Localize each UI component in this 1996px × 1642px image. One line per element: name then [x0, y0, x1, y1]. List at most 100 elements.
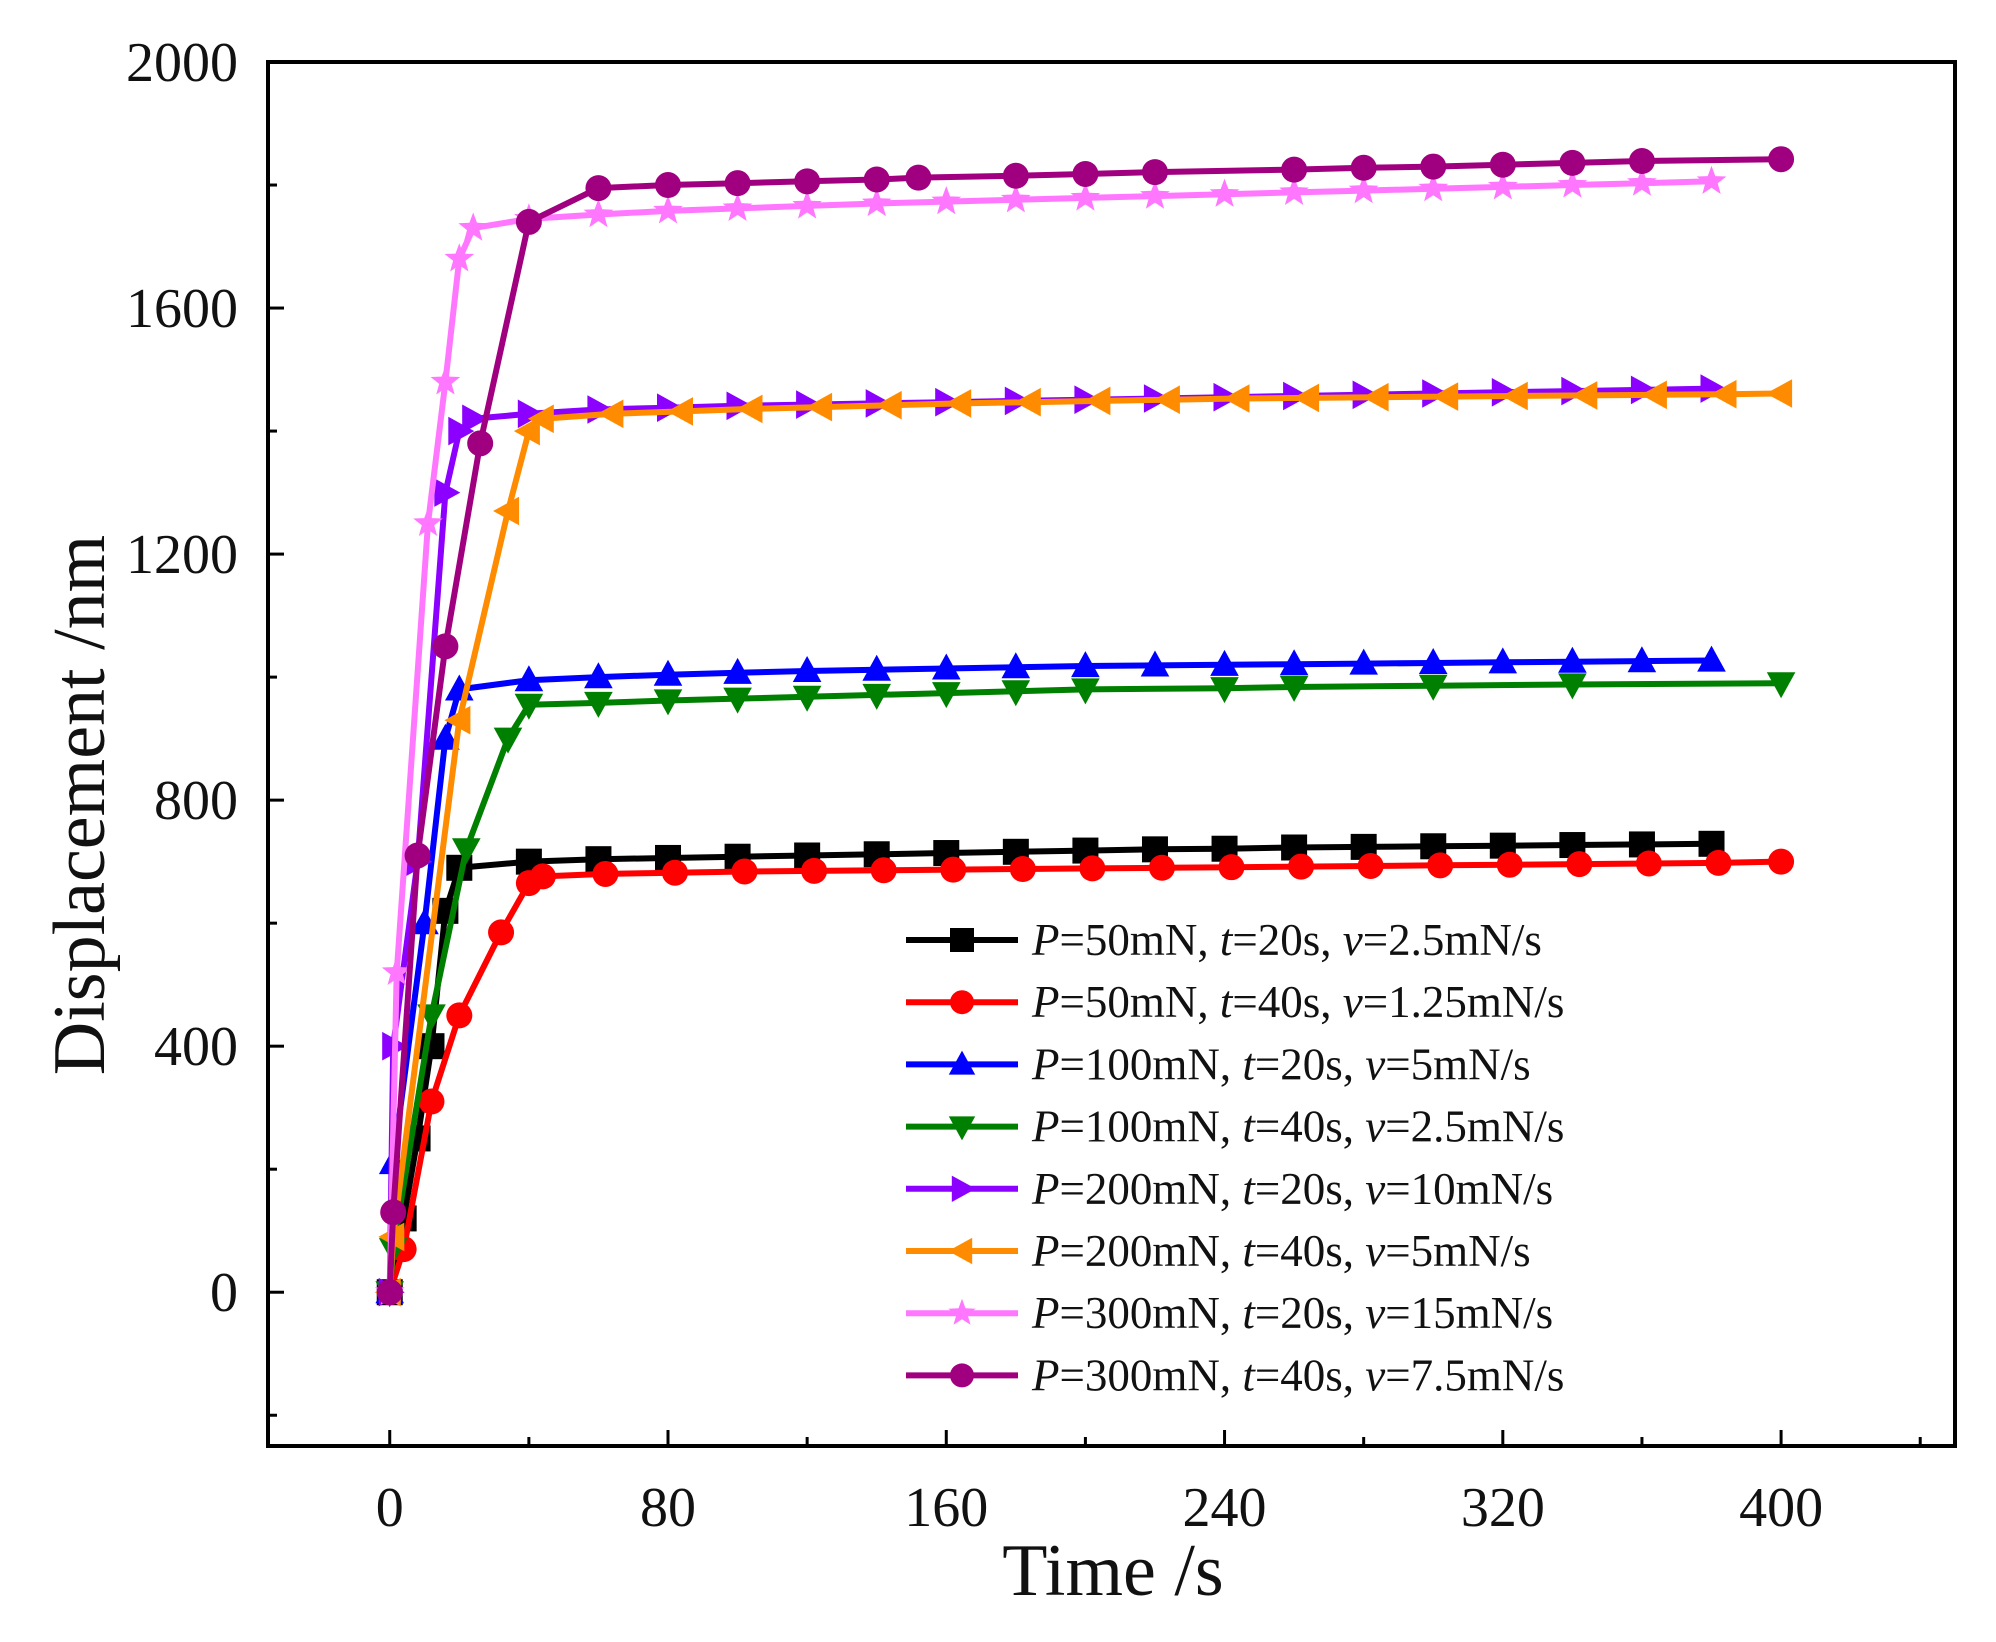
series-7-point: [444, 243, 475, 272]
legend-label: P=300mN, t=40s, v=7.5mN/s: [1031, 1350, 1564, 1400]
series-5-point: [1422, 379, 1449, 408]
series-3-point: [1001, 652, 1031, 679]
legend-item: P=50mN, t=40s, v=1.25mN/s: [906, 977, 1564, 1027]
series-7-point: [430, 366, 461, 395]
series-2-point: [529, 863, 556, 890]
series-8-point: [1350, 154, 1377, 181]
series-8-point: [404, 842, 431, 869]
series-2-point: [661, 859, 688, 886]
series-2-point: [418, 1088, 445, 1115]
legend-label: P=50mN, t=20s, v=2.5mN/s: [1031, 915, 1542, 965]
series-6-point: [1014, 387, 1041, 417]
legend-item: P=100mN, t=40s, v=2.5mN/s: [906, 1102, 1564, 1152]
series-3-point: [723, 657, 752, 684]
series-8-point: [1420, 153, 1447, 180]
series-8-point: [515, 208, 542, 235]
series-5-point: [462, 404, 489, 434]
series-5-point: [517, 399, 544, 429]
series-3-point: [792, 656, 822, 682]
series-3-point: [1279, 649, 1309, 676]
series-7-point: [1696, 165, 1727, 194]
series-2-point: [1357, 852, 1384, 879]
series-7-point: [381, 956, 412, 985]
series-7-point: [1348, 175, 1379, 204]
y-tick-label: 1200: [126, 524, 238, 586]
legend-swatch-marker: [950, 990, 974, 1015]
series-4-point: [653, 689, 683, 716]
series-3-point: [1210, 649, 1239, 676]
series-3-point: [1627, 646, 1657, 673]
series-8: [376, 146, 1795, 1306]
series-6-point: [736, 394, 763, 424]
series-2-point: [801, 857, 828, 884]
series-2-point: [1009, 856, 1036, 883]
series-7: [374, 165, 1727, 1305]
legend-label: P=100mN, t=40s, v=2.5mN/s: [1031, 1102, 1564, 1152]
series-4-point: [1071, 678, 1100, 705]
legend-item: P=50mN, t=20s, v=2.5mN/s: [906, 915, 1542, 965]
series-6-point: [875, 390, 902, 420]
series-4-point: [1001, 680, 1031, 707]
series-3-point: [1071, 651, 1100, 678]
legend-label: P=100mN, t=20s, v=5mN/s: [1031, 1039, 1531, 1089]
series-5-point: [1491, 378, 1518, 407]
series-7-point: [792, 190, 822, 219]
legend-label: P=300mN, t=20s, v=15mN/s: [1031, 1288, 1553, 1338]
series-4-point: [1210, 677, 1239, 704]
series-3-point: [1349, 648, 1378, 675]
series-6-point: [527, 404, 554, 434]
series-layer: [374, 146, 1796, 1308]
series-7-point: [861, 187, 892, 217]
series-7-point: [413, 507, 443, 536]
series-8-line: [386, 156, 1782, 1293]
series-4-point: [723, 687, 752, 714]
series-5-point: [448, 416, 475, 446]
x-tick-label: 80: [640, 1477, 696, 1539]
series-5-point: [726, 391, 753, 421]
x-tick-label: 400: [1739, 1477, 1823, 1539]
series-6-point: [1153, 385, 1180, 414]
series-7-point: [1140, 180, 1170, 209]
legend-swatch-marker: [950, 1363, 974, 1388]
series-2-point: [940, 856, 967, 883]
series-2-point: [1768, 848, 1795, 875]
series-8-point: [905, 164, 932, 191]
series-2-point: [592, 860, 619, 887]
series-2-point: [1148, 854, 1175, 881]
series-4-point: [514, 693, 544, 720]
series-2-point: [1218, 854, 1245, 881]
series-8-point: [1281, 156, 1308, 183]
series-8-point: [380, 1199, 407, 1226]
series-7-point: [722, 192, 753, 221]
series-4-point: [452, 838, 481, 865]
series-6-point: [1084, 386, 1111, 416]
series-2-point: [1288, 853, 1315, 880]
series-3-point: [932, 653, 961, 680]
legend-label: P=50mN, t=40s, v=1.25mN/s: [1031, 977, 1564, 1027]
series-2-point: [870, 857, 897, 884]
legend-swatch-marker: [950, 928, 974, 952]
plot-frame: [266, 60, 1957, 1448]
legend-item: P=300mN, t=40s, v=7.5mN/s: [906, 1350, 1564, 1400]
x-tick-label: 320: [1461, 1477, 1545, 1539]
series-2-point: [731, 858, 758, 885]
legend-item: P=200mN, t=20s, v=10mN/s: [906, 1164, 1553, 1214]
y-tick-label: 2000: [126, 32, 238, 94]
series-6-point: [1501, 381, 1528, 411]
series-6-point: [513, 416, 540, 446]
x-tick-label: 160: [904, 1477, 988, 1539]
x-tick-label: 240: [1183, 1477, 1267, 1539]
series-7-point: [1488, 171, 1518, 200]
series-6-line: [386, 390, 1782, 1293]
series-8-point: [467, 430, 494, 457]
series-7-point: [1418, 173, 1449, 202]
series-8-point: [1141, 159, 1168, 186]
series-7-point: [1557, 169, 1588, 198]
series-6-point: [1362, 382, 1389, 412]
series-7-point: [583, 198, 614, 228]
series-4-point: [493, 727, 523, 754]
series-2-point: [1427, 852, 1454, 879]
series-4-point: [792, 685, 822, 712]
series-3-point: [862, 654, 891, 681]
series-2-point: [1566, 851, 1593, 878]
